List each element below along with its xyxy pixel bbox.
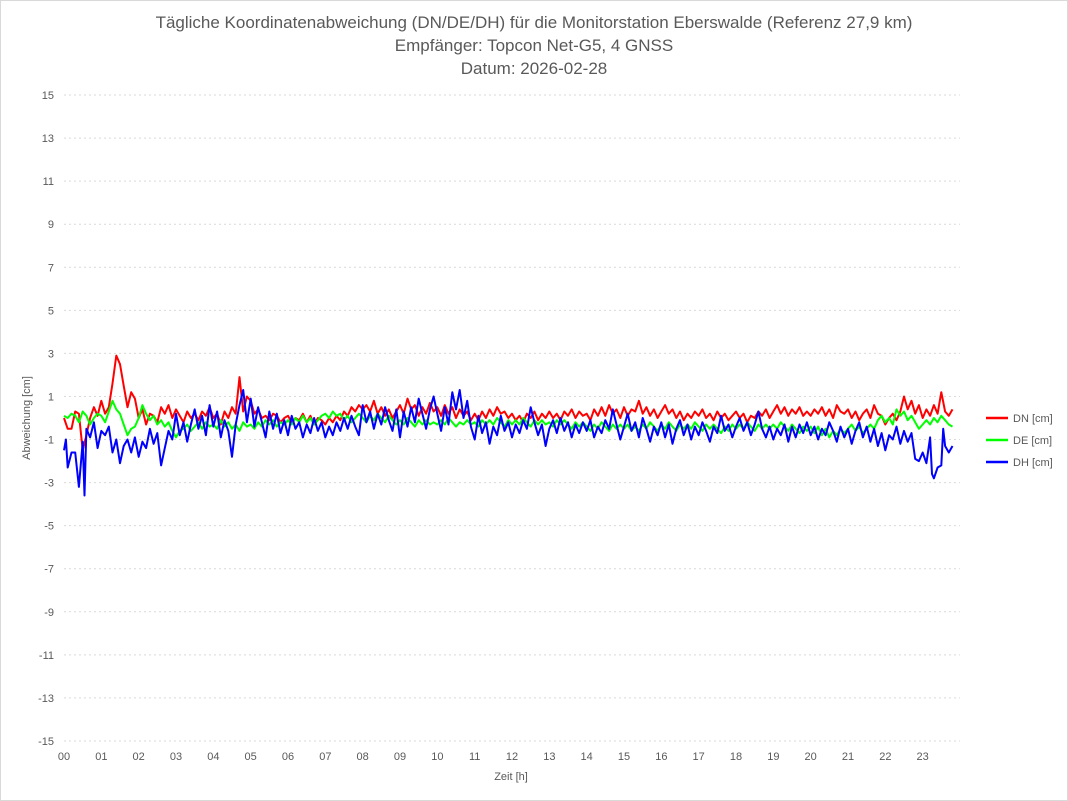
x-tick-label: 09 [394, 751, 406, 763]
x-axis-ticks: 00 01 02 03 04 05 06 07 08 09 10 11 12 13 14 15 16 17 18 19… [58, 751, 929, 763]
x-tick-label: 10 [431, 751, 443, 763]
y-tick-label: -9 [44, 607, 54, 619]
y-axis-ticks: 15 13 11 9 7 5 3 1 -1 -3 -5 -7 -9 -11 -13 -15 [38, 90, 54, 748]
x-tick-label: 03 [170, 751, 182, 763]
x-tick-label: 01 [95, 751, 107, 763]
x-tick-label: 04 [207, 751, 219, 763]
x-tick-label: 22 [879, 751, 891, 763]
x-tick-label: 17 [693, 751, 705, 763]
x-tick-label: 15 [618, 751, 630, 763]
y-tick-label: 9 [48, 219, 54, 231]
x-tick-label: 06 [282, 751, 294, 763]
x-tick-label: 11 [469, 751, 480, 763]
chart-title-line-1: Tägliche Koordinatenabweichung (DN/DE/DH… [156, 13, 913, 32]
legend-label-dn: DN [cm] [1013, 413, 1053, 425]
y-tick-label: 11 [43, 176, 54, 188]
chart-title-line-3: Datum: 2026-02-28 [461, 59, 607, 78]
y-tick-label: -5 [44, 521, 54, 533]
x-tick-label: 02 [133, 751, 145, 763]
series-lines [63, 354, 954, 497]
legend: DN [cm] DE [cm] DH [cm] [986, 413, 1053, 469]
y-tick-label: -11 [39, 650, 54, 662]
x-axis-label: Zeit [h] [494, 771, 528, 783]
x-tick-label: 00 [58, 751, 70, 763]
y-tick-label: 3 [48, 348, 54, 360]
legend-label-de: DE [cm] [1013, 435, 1052, 447]
x-tick-label: 05 [245, 751, 257, 763]
x-tick-label: 16 [655, 751, 667, 763]
y-tick-label: -1 [44, 435, 54, 447]
y-tick-label: 7 [48, 262, 54, 274]
x-tick-label: 08 [357, 751, 369, 763]
y-tick-label: -3 [44, 478, 54, 490]
x-tick-label: 14 [581, 751, 593, 763]
x-tick-label: 12 [506, 751, 518, 763]
y-tick-label: 1 [48, 391, 54, 403]
x-tick-label: 13 [543, 751, 555, 763]
y-tick-label: 5 [48, 305, 54, 317]
y-tick-label: 15 [42, 90, 54, 102]
y-tick-label: 13 [42, 133, 54, 145]
legend-label-dh: DH [cm] [1013, 457, 1053, 469]
x-tick-label: 21 [842, 751, 854, 763]
y-tick-label: -15 [38, 736, 54, 748]
x-tick-label: 07 [319, 751, 331, 763]
x-tick-label: 18 [730, 751, 742, 763]
x-tick-label: 20 [805, 751, 817, 763]
x-tick-label: 19 [767, 751, 779, 763]
series-line-dh [63, 389, 954, 497]
y-tick-label: -13 [38, 693, 54, 705]
gridlines [64, 94, 960, 742]
x-tick-label: 23 [917, 751, 929, 763]
y-tick-label: -7 [44, 564, 54, 576]
chart-title-line-2: Empfänger: Topcon Net-G5, 4 GNSS [395, 36, 673, 55]
y-axis-label: Abweichung [cm] [21, 376, 33, 460]
